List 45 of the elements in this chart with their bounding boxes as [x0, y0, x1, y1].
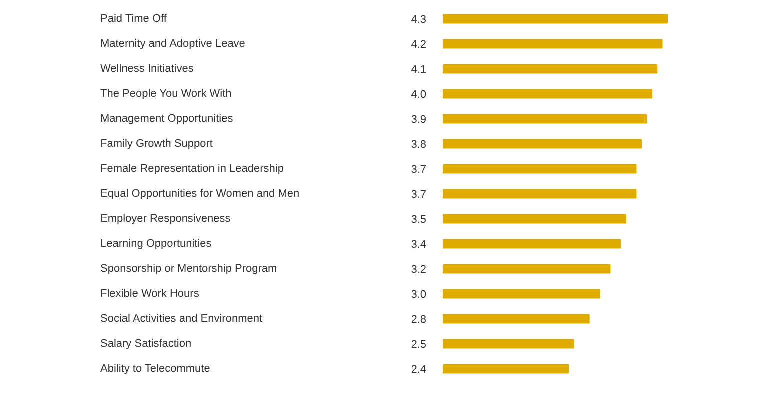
y-tick-label: Flexible Work Hours — [100, 288, 200, 300]
y-tick-label: Management Opportunities — [100, 113, 234, 125]
bar — [443, 339, 574, 349]
data-label: 3.7 — [411, 164, 427, 176]
bar — [443, 39, 663, 49]
bar — [443, 364, 570, 374]
bar — [443, 89, 652, 99]
data-label: 2.4 — [411, 364, 427, 376]
data-label: 3.0 — [411, 289, 427, 301]
bar — [443, 314, 590, 324]
y-tick-label: Sponsorship or Mentorship Program — [100, 263, 278, 275]
bar — [443, 164, 637, 174]
y-tick-label: Wellness Initiatives — [100, 63, 194, 75]
data-label: 4.3 — [411, 14, 427, 26]
bar — [443, 264, 611, 274]
y-tick-label: Ability to Telecommute — [100, 363, 210, 375]
bar — [443, 189, 637, 199]
y-tick-label: Paid Time Off — [100, 13, 168, 25]
y-tick-label: Employer Responsiveness — [100, 213, 232, 225]
data-label: 3.4 — [411, 239, 427, 251]
y-tick-label: Equal Opportunities for Women and Men — [100, 188, 300, 200]
y-tick-label: Social Activities and Environment — [100, 313, 263, 325]
data-label: 2.8 — [411, 314, 427, 326]
y-tick-label: Salary Satisfaction — [100, 338, 192, 350]
data-label: 4.2 — [411, 39, 427, 51]
data-label: 3.5 — [411, 214, 427, 226]
data-label: 3.2 — [411, 264, 427, 276]
data-label: 2.5 — [411, 339, 427, 351]
y-tick-label: Female Representation in Leadership — [100, 163, 284, 175]
y-tick-label: The People You Work With — [100, 88, 232, 100]
y-tick-label: Maternity and Adoptive Leave — [100, 38, 246, 50]
data-label: 3.8 — [411, 139, 427, 151]
bar — [443, 289, 600, 299]
data-label: 3.9 — [411, 114, 427, 126]
bar — [443, 14, 668, 24]
bar — [443, 64, 658, 74]
data-label: 4.0 — [411, 89, 427, 101]
bar — [443, 214, 626, 224]
bar — [443, 114, 648, 124]
y-tick-label: Learning Opportunities — [100, 238, 212, 250]
data-label: 3.7 — [411, 189, 427, 201]
bar — [443, 239, 622, 249]
data-label: 4.1 — [411, 64, 427, 76]
bar — [443, 139, 642, 149]
y-tick-label: Family Growth Support — [100, 138, 213, 150]
